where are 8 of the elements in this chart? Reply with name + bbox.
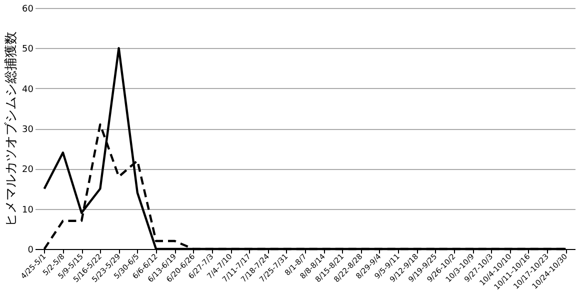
y-tick-label: 30 [22, 125, 34, 135]
y-tick-label: 10 [22, 205, 34, 216]
y-tick-label: 60 [22, 4, 34, 14]
y-tick-label: 50 [22, 44, 34, 55]
y-tick-label: 40 [22, 84, 34, 95]
y-tick-label: 0 [28, 246, 34, 256]
y-tick-label: 20 [22, 165, 34, 176]
y-axis-title: ヒメマルカツオブシムシ総捕獲数 [4, 32, 20, 226]
